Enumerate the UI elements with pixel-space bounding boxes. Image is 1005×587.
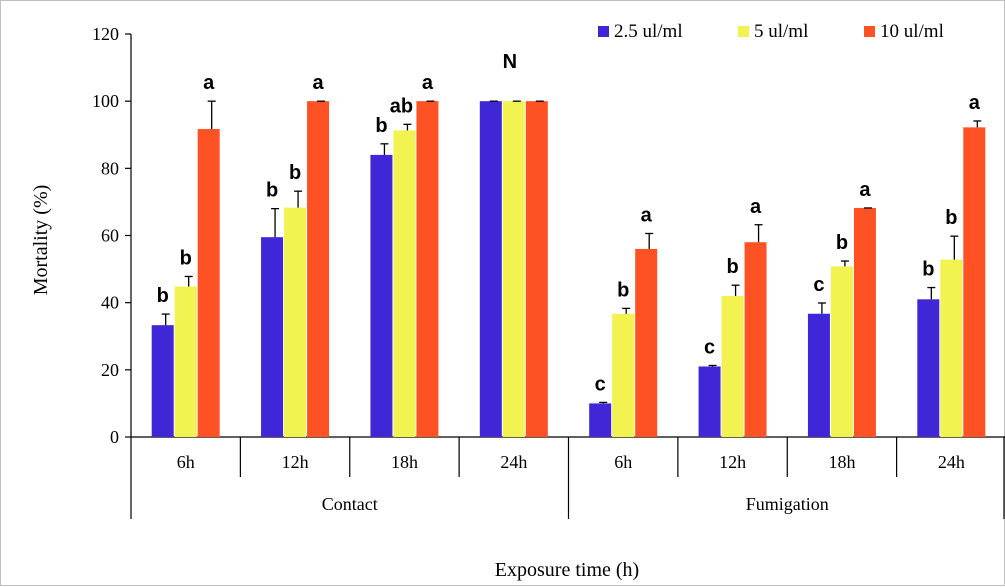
x-tick-label: 18h — [828, 452, 855, 472]
y-tick-label: 120 — [92, 24, 119, 44]
y-tick-label: 80 — [101, 158, 119, 178]
y-tick-label: 20 — [101, 360, 119, 380]
significance-letter: b — [375, 115, 387, 137]
bar — [284, 207, 307, 437]
significance-letter: b — [266, 180, 278, 202]
significance-letter: a — [750, 196, 762, 218]
significance-letter: a — [859, 179, 871, 201]
bar — [261, 237, 284, 437]
y-axis-label: Mortality (%) — [30, 185, 52, 296]
bar — [416, 101, 439, 438]
legend-swatch — [738, 26, 749, 37]
bar — [589, 403, 612, 437]
bar — [853, 207, 876, 437]
bar — [525, 101, 548, 438]
significance-letter: b — [922, 259, 934, 281]
bar — [174, 286, 197, 437]
bar — [963, 127, 986, 437]
group-label: Fumigation — [746, 494, 829, 514]
significance-letter: b — [180, 247, 192, 269]
axes: 0 20 40 60 80 100 120 6h 12h 18h 24h 6h 12h 18h 24h Con… — [92, 24, 1005, 519]
bar — [698, 366, 721, 437]
x-tick-label: 24h — [500, 452, 527, 472]
legend-label: 10 ul/ml — [880, 21, 944, 42]
significance-letter: c — [704, 336, 715, 358]
group-label: Contact — [322, 494, 378, 514]
significance-letter: b — [617, 279, 629, 301]
legend-label: 2.5 ul/ml — [614, 21, 683, 42]
bar — [479, 101, 502, 438]
x-tick-label: 12h — [719, 452, 746, 472]
bar — [370, 154, 393, 437]
x-tick-label: 24h — [938, 452, 965, 472]
bar — [744, 242, 767, 437]
bar — [393, 130, 416, 438]
significance-letter: c — [813, 274, 824, 296]
y-tick-label: 100 — [92, 91, 119, 111]
x-tick-label: 6h — [614, 452, 632, 472]
legend-label: 5 ul/ml — [754, 21, 808, 42]
x-tick-label: 12h — [282, 452, 309, 472]
legend: 2.5 ul/ml 5 ul/ml 10 ul/ml — [598, 21, 944, 42]
significance-letter: c — [595, 373, 606, 395]
bar — [151, 325, 174, 437]
bars — [151, 100, 986, 438]
bar — [940, 259, 963, 437]
significance-letter: a — [422, 72, 434, 94]
y-tick-label: 0 — [110, 427, 119, 447]
bar — [917, 299, 940, 437]
significance-letter: b — [945, 207, 957, 229]
bar — [502, 101, 525, 438]
significance-letter: a — [313, 72, 325, 94]
x-tick-label: 6h — [177, 452, 195, 472]
x-tick-label: 18h — [391, 452, 418, 472]
legend-swatch — [864, 26, 875, 37]
legend-swatch — [598, 26, 609, 37]
significance-letter: b — [157, 285, 169, 307]
annotation-label: N — [503, 51, 517, 73]
y-tick-label: 60 — [101, 226, 119, 246]
significance-letter: b — [726, 256, 738, 278]
bar — [307, 101, 330, 438]
bar — [830, 266, 853, 437]
significance-letter: a — [641, 204, 653, 226]
y-tick-label: 40 — [101, 293, 119, 313]
significance-letter: ab — [390, 95, 413, 117]
bar — [612, 313, 635, 437]
significance-letter: a — [203, 72, 215, 94]
bar — [721, 295, 744, 437]
significance-letter: b — [836, 232, 848, 254]
bar — [197, 129, 220, 437]
significance-letter: b — [289, 162, 301, 184]
significance-letter: a — [969, 92, 981, 114]
x-axis-label: Exposure time (h) — [495, 559, 639, 581]
bar — [635, 248, 658, 437]
bar — [807, 313, 830, 437]
